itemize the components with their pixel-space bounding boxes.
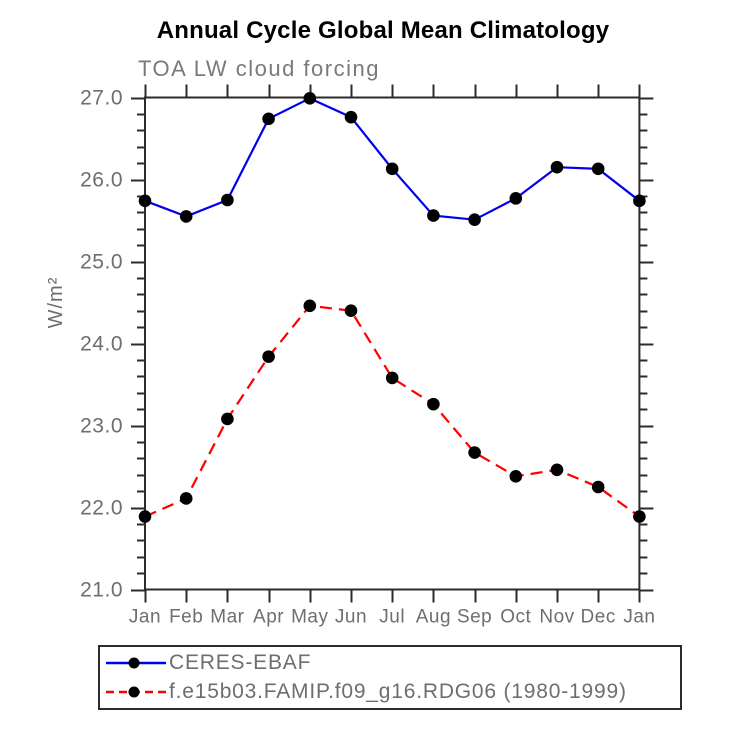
data-point <box>221 193 234 207</box>
data-point <box>633 194 646 208</box>
y-tick-label: 26.0 <box>80 169 123 192</box>
legend-line-dashed-icon <box>106 686 166 698</box>
y-tick-label: 25.0 <box>80 251 123 274</box>
y-tick-label: 24.0 <box>80 333 123 356</box>
legend-item-ceres-ebaf: CERES-EBAF <box>104 649 680 677</box>
x-tick-label: Jan <box>623 607 655 628</box>
chart-title: Annual Cycle Global Mean Climatology <box>156 17 610 44</box>
series-model-run <box>138 299 646 523</box>
legend-label: CERES-EBAF <box>169 650 312 674</box>
x-tick-label: Jan <box>129 607 161 628</box>
chart-subtitle: TOA LW cloud forcing <box>138 56 380 81</box>
data-point <box>179 210 193 223</box>
x-tick-label: Jul <box>379 607 405 628</box>
x-tick-label: Oct <box>500 607 531 628</box>
x-tick-label: Nov <box>539 607 574 628</box>
data-point <box>550 463 564 477</box>
x-tick-label: Aug <box>416 607 451 628</box>
data-point <box>385 162 399 176</box>
axis-labels: 21.0 22.0 23.0 24.0 25.0 26.0 27.0 Jan Feb Mar Apr… <box>80 87 655 628</box>
y-tick-label: 27.0 <box>80 87 123 110</box>
data-point <box>262 350 275 363</box>
data-point <box>591 162 605 176</box>
data-point <box>591 480 605 494</box>
data-point <box>427 209 440 222</box>
x-tick-label: Jun <box>335 607 367 628</box>
data-point <box>344 110 358 124</box>
data-point <box>138 510 152 523</box>
axes <box>131 84 654 603</box>
x-tick-label: Apr <box>253 607 284 628</box>
data-point <box>221 412 234 426</box>
data-point <box>468 446 481 459</box>
data-point <box>550 160 564 174</box>
x-tick-label: Dec <box>581 607 616 628</box>
x-tick-label: May <box>291 607 328 628</box>
data-point <box>427 397 440 411</box>
data-point <box>179 492 193 505</box>
data-point <box>385 371 399 385</box>
data-point <box>303 92 317 105</box>
legend-item-model-run: f.e15b03.FAMIP.f09_g16.RDG06 (1980-1999) <box>104 678 680 706</box>
y-axis-title: W/m² <box>45 277 67 329</box>
y-tick-label: 21.0 <box>80 579 123 602</box>
x-tick-label: Sep <box>457 607 492 628</box>
data-point <box>509 192 523 205</box>
data-point <box>509 470 523 483</box>
data-point <box>262 112 275 126</box>
data-point <box>344 304 358 318</box>
series-ceres-ebaf <box>138 92 646 226</box>
data-point <box>633 510 646 523</box>
data-point <box>138 194 152 208</box>
data-point <box>468 213 481 226</box>
data-point <box>303 299 317 313</box>
x-tick-label: Mar <box>210 607 244 628</box>
x-tick-label: Feb <box>169 607 203 628</box>
legend-line-solid-icon <box>106 657 166 669</box>
y-tick-label: 23.0 <box>80 415 123 438</box>
legend: CERES-EBAF f.e15b03.FAMIP.f09_g16.RDG06 … <box>98 645 682 710</box>
y-tick-label: 22.0 <box>80 497 123 520</box>
legend-label: f.e15b03.FAMIP.f09_g16.RDG06 (1980-1999) <box>169 680 627 704</box>
